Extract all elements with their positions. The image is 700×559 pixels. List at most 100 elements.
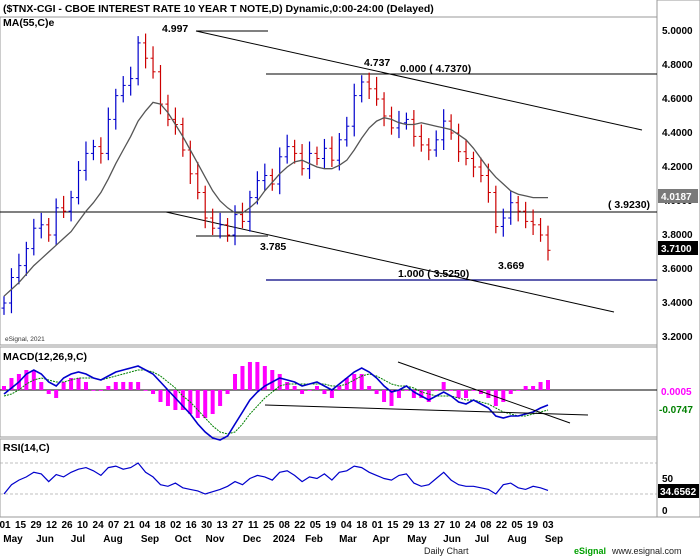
price-bar [515,195,521,222]
macd-hist-bar [128,382,133,390]
price-bar [90,139,96,161]
price-axis: 5.0000 4.8000 4.6000 4.4000 4.2000 4.000… [658,26,698,343]
price-bar [538,218,544,242]
footer-brand: eSignal [574,546,606,556]
x-day-label: 21 [124,520,136,531]
x-day-label: 01 [372,520,384,531]
macd-line [3,365,549,441]
x-day-label: 05 [511,520,523,531]
macd-panel-frame [0,346,658,438]
price-last-tag-bg [658,241,698,255]
macd-top-trendline [397,361,571,424]
x-day-label: 10 [77,520,89,531]
price-bar [433,130,439,157]
x-day-label: 15 [15,520,27,531]
price-bar [143,33,149,69]
price-bar [254,171,260,205]
macd-hist-bar [359,374,364,390]
footer-website: www.esignal.com [611,546,682,556]
macd-hist-bar [76,378,81,390]
price-bar [8,268,14,314]
x-day-label: 27 [232,520,244,531]
macd-hist-bar [83,382,88,390]
price-bar [366,72,372,99]
price-panel: ($TNX-CGI - CBOE INTEREST RATE 10 YEAR T… [0,3,657,343]
price-bar [523,201,529,229]
x-month-label: May [3,534,23,545]
macd-hist-bar [307,390,312,391]
price-bar [493,185,499,234]
price-bar [448,114,454,140]
macd-hist-bar [247,362,252,390]
annotation-4997: 4.997 [162,23,188,35]
macd-hist-bar [538,382,543,390]
x-day-label: 12 [46,520,58,531]
macd-hist-bar [270,370,275,390]
price-bars [1,33,551,315]
macd-hist-bar [501,390,506,402]
price-bar [530,209,536,235]
macd-hist-bar [24,370,29,390]
macd-hist-tag-bg [658,385,698,398]
macd-hist-bar [225,390,230,394]
x-day-label: 16 [186,520,198,531]
price-bar [470,151,476,178]
price-bar [98,137,104,164]
macd-hist-bar [456,390,461,398]
macd-hist-bar [91,390,96,391]
macd-hist-bar [277,374,282,390]
price-bar [269,168,275,191]
price-bar [247,190,253,232]
macd-bottom-trendline [264,404,589,416]
price-bar [195,161,201,200]
time-axis: 01 15 29 12 26 10 24 07 21 04 18 02 16 30 13 27 11 25 08 22… [0,520,563,545]
price-bar [105,107,111,161]
x-month-label: Nov [206,534,225,545]
x-day-label: 04 [139,520,151,531]
price-bar [374,76,380,106]
x-day-label: 26 [61,520,73,531]
price-bar [16,253,22,285]
macd-hist-bar [218,390,223,406]
x-day-label: 29 [30,520,42,531]
x-day-label: 04 [341,520,353,531]
price-bar [389,106,395,135]
macd-hist-bar [61,382,66,390]
macd-hist-bar [292,386,297,390]
price-bar [210,208,216,235]
x-day-label: 24 [93,520,105,531]
x-day-label: 30 [201,520,213,531]
macd-hist-bar [113,382,118,390]
price-bar [426,138,432,161]
price-bar [225,218,231,242]
price-tick-3800: 3.8000 [662,230,693,241]
macd-hist-bar [46,390,51,394]
rsi-line [3,462,549,495]
price-bar [76,161,82,205]
x-month-label: Oct [175,534,192,545]
macd-hist-bar [136,382,141,390]
x-day-label: 25 [263,520,275,531]
macd-hist-bar [419,390,424,398]
x-month-label: May [407,534,427,545]
macd-hist-bar [158,390,163,402]
macd-hist-bar [2,386,6,390]
ma-last-tag-bg [658,189,698,203]
price-bar [239,202,245,229]
macd-hist-bar [389,390,394,406]
macd-hist-bar [143,390,148,391]
macd-hist-bar [9,378,14,390]
macd-hist-bar [471,390,476,391]
macd-hist-bar [173,390,178,410]
footer: Daily Chart eSignal www.esignal.com [424,546,682,556]
price-bar [403,112,409,130]
x-day-label: 29 [403,520,415,531]
macd-hist-bar [546,380,550,390]
x-day-label: 18 [155,520,167,531]
price-bar [351,83,357,137]
x-day-label: 07 [108,520,120,531]
price-bar [463,139,469,166]
x-day-label: 02 [170,520,182,531]
price-bar [165,94,171,127]
